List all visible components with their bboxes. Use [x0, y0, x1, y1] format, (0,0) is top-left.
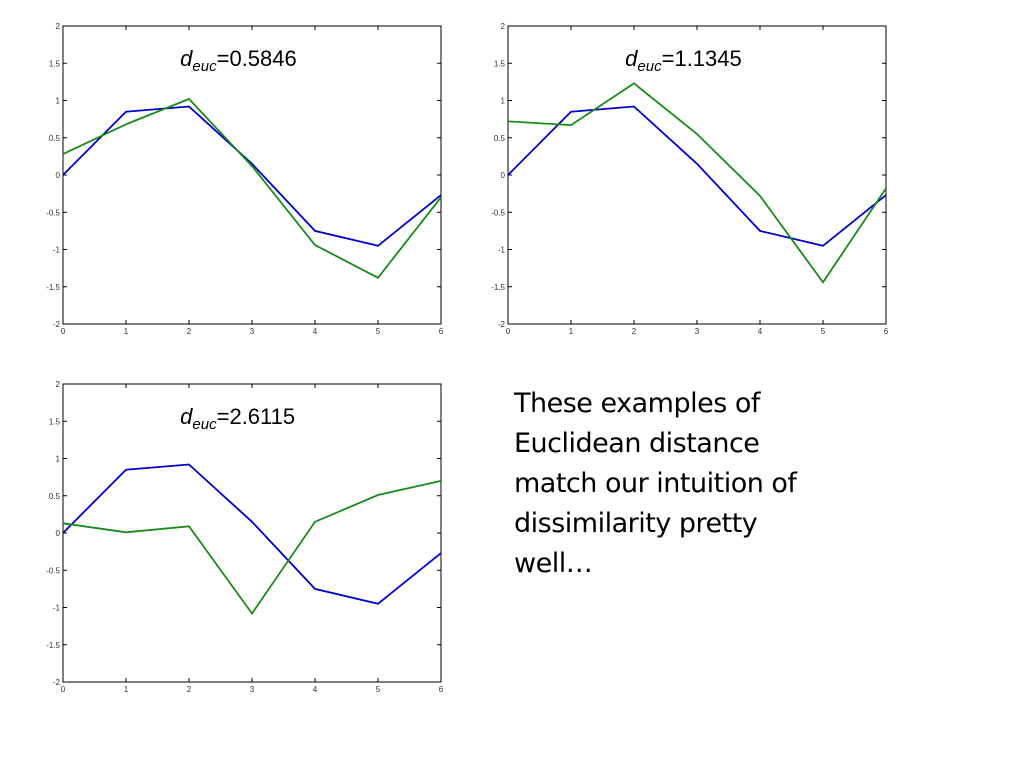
y-tick-label: -1.5 [491, 283, 505, 292]
y-tick-label: 0 [56, 529, 61, 538]
distance-annotation: deuc=2.6115 [180, 404, 295, 433]
y-tick-label: -2 [53, 678, 61, 687]
x-tick-label: 3 [250, 327, 255, 336]
annotation-subscript: euc [192, 58, 217, 75]
annotation-symbol: d [180, 404, 193, 429]
y-tick-label: -1.5 [46, 641, 60, 650]
x-tick-label: 4 [313, 327, 318, 336]
plot-frame [62, 25, 442, 325]
x-tick-label: 3 [250, 685, 255, 694]
x-tick-label: 5 [821, 327, 826, 336]
y-tick-label: -1 [498, 246, 506, 255]
x-tick-label: 0 [506, 327, 511, 336]
y-tick-label: 2 [501, 22, 506, 31]
chart-svg: 0 1 2 3 4 5 6 2 1.5 1 0.5 0 -0.5 -1 -1.5 -2 deuc=0.5846 [46, 22, 444, 336]
y-tick-label: 1.5 [49, 59, 61, 68]
x-tick-label: 2 [632, 327, 637, 336]
y-tick-label: -1 [53, 246, 61, 255]
x-tick-label: 1 [124, 685, 129, 694]
series-line-1 [62, 463, 442, 605]
annotation-value: =1.1345 [662, 46, 742, 71]
x-tick-label: 5 [376, 327, 381, 336]
y-tick-label: 0.5 [494, 134, 506, 143]
y-tick-label: -1.5 [46, 283, 60, 292]
y-tick-label: 1.5 [494, 59, 506, 68]
y-tick-label: -1 [53, 604, 61, 613]
y-tick-label: 1.5 [49, 417, 61, 426]
y-tick-label: 2 [56, 22, 61, 31]
chart-svg: 0 1 2 3 4 5 6 2 1.5 1 0.5 0 -0.5 -1 -1.5 -2 deuc=2.6115 [46, 380, 444, 694]
caption-line: match our intuition of [514, 468, 797, 499]
distance-annotation: deuc=0.5846 [180, 46, 297, 75]
y-tick-label: 0 [501, 171, 506, 180]
caption-line: Euclidean distance [514, 428, 760, 459]
caption-text: These examples of Euclidean distance mat… [514, 384, 874, 584]
y-tick-label: -2 [53, 320, 61, 329]
y-tick-label: 0.5 [49, 134, 61, 143]
series-line-2 [507, 82, 887, 284]
y-tick-label: 1 [56, 455, 61, 464]
distance-annotation: deuc=1.1345 [625, 46, 742, 75]
euclidean-plot-1: 0 1 2 3 4 5 6 2 1.5 1 0.5 0 -0.5 -1 -1.5 -2 deuc=0.5846 [30, 20, 450, 340]
annotation-subscript: euc [637, 58, 662, 75]
y-tick-label: 2 [56, 380, 61, 389]
caption-line: These examples of [514, 388, 760, 419]
caption-line: well… [514, 548, 593, 579]
y-tick-label: -2 [498, 320, 506, 329]
x-tick-label: 4 [758, 327, 763, 336]
chart-svg: 0 1 2 3 4 5 6 2 1.5 1 0.5 0 -0.5 -1 -1.5 -2 deuc=1.1345 [491, 22, 889, 336]
annotation-value: =2.6115 [217, 404, 296, 429]
y-tick-label: 1 [501, 97, 506, 106]
annotation-subscript: euc [192, 416, 217, 433]
y-tick-label: 1 [56, 97, 61, 106]
caption-line: dissimilarity pretty [514, 508, 758, 539]
y-tick-label: -0.5 [46, 566, 60, 575]
x-tick-label: 3 [695, 327, 700, 336]
series-line-2 [62, 97, 442, 279]
series-line-2 [62, 480, 442, 616]
x-tick-label: 0 [61, 327, 66, 336]
x-tick-label: 6 [884, 327, 889, 336]
x-tick-label: 1 [569, 327, 574, 336]
x-tick-label: 6 [439, 327, 444, 336]
x-tick-label: 0 [61, 685, 66, 694]
annotation-value: =0.5846 [217, 46, 297, 71]
x-tick-label: 2 [187, 685, 192, 694]
x-tick-label: 5 [376, 685, 381, 694]
euclidean-plot-2: 0 1 2 3 4 5 6 2 1.5 1 0.5 0 -0.5 -1 -1.5 -2 deuc=1.1345 [475, 20, 895, 340]
euclidean-plot-3: 0 1 2 3 4 5 6 2 1.5 1 0.5 0 -0.5 -1 -1.5 -2 deuc=2.6115 [30, 378, 450, 698]
y-tick-label: 0 [56, 171, 61, 180]
y-tick-label: -0.5 [46, 208, 60, 217]
y-tick-label: 0.5 [49, 492, 61, 501]
x-tick-label: 6 [439, 685, 444, 694]
x-tick-label: 4 [313, 685, 318, 694]
y-tick-label: -0.5 [491, 208, 505, 217]
annotation-symbol: d [180, 46, 193, 71]
series-line-1 [507, 105, 887, 247]
annotation-symbol: d [625, 46, 638, 71]
x-tick-label: 1 [124, 327, 129, 336]
series-line-1 [62, 105, 442, 247]
x-tick-label: 2 [187, 327, 192, 336]
plot-frame [507, 25, 887, 325]
